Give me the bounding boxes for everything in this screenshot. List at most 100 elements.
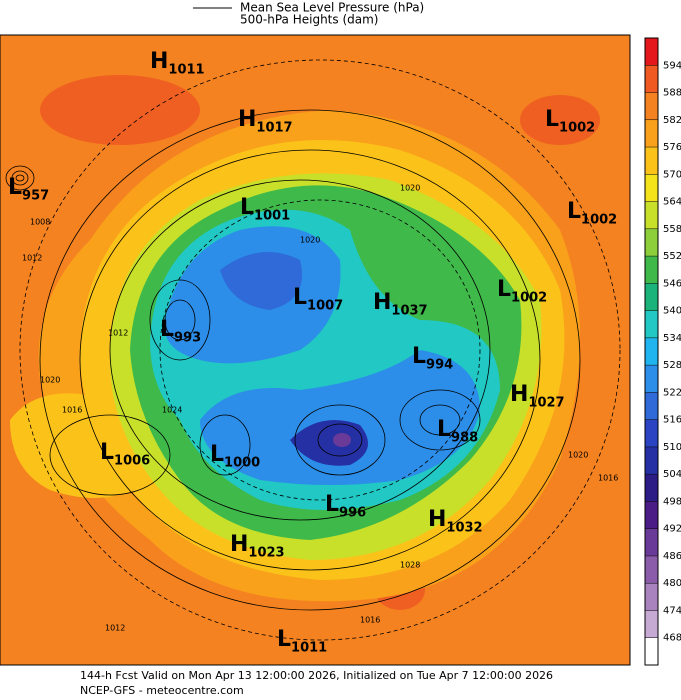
footer-source: NCEP-GFS - meteocentre.com <box>80 684 244 697</box>
colorbar-swatch <box>645 201 658 229</box>
pressure-center-letter: L <box>437 417 451 442</box>
pressure-center-value: 1032 <box>446 521 482 536</box>
colorbar-label: 558 <box>663 224 681 235</box>
colorbar-swatch <box>645 419 658 447</box>
colorbar-swatch <box>645 555 658 584</box>
pressure-center-letter: L <box>567 199 581 224</box>
colorbar-label: 546 <box>663 278 681 289</box>
colorbar-label: 540 <box>663 306 681 317</box>
isobar-label: 1012 <box>22 254 42 263</box>
isobar-label: 1012 <box>105 624 125 633</box>
pressure-center-value: 1006 <box>114 454 150 469</box>
colorbar-swatch <box>645 310 658 338</box>
pressure-center-value: 1002 <box>559 121 595 136</box>
isobar-label: 1020 <box>568 451 588 460</box>
colorbar-swatch <box>645 337 658 366</box>
pressure-center-letter: L <box>277 627 291 652</box>
pressure-center-letter: L <box>210 442 224 467</box>
colorbar-swatch <box>645 365 658 393</box>
pressure-center-value: 994 <box>426 358 453 373</box>
colorbar-label: 588 <box>663 88 681 99</box>
colorbar-swatch <box>645 147 658 175</box>
colorbar-swatch <box>645 92 658 120</box>
pressure-center-letter: L <box>412 344 426 369</box>
colorbar-label: 534 <box>663 333 681 344</box>
pressure-center-value: 1037 <box>391 304 427 319</box>
colorbar-swatch <box>645 501 658 529</box>
colorbar-swatch <box>645 228 658 257</box>
colorbar-label: 552 <box>663 251 681 262</box>
pressure-center-value: 1000 <box>224 456 260 471</box>
pressure-center-value: 1011 <box>168 63 204 78</box>
colorbar-label: 594 <box>663 60 681 71</box>
colorbar-label: 528 <box>663 360 681 371</box>
pressure-center-letter: H <box>510 382 528 407</box>
colorbar-label: 480 <box>663 578 681 589</box>
pressure-center-letter: H <box>428 507 446 532</box>
isobar-label: 1020 <box>300 236 320 245</box>
colorbar-label: 510 <box>663 442 681 453</box>
colorbar-swatch <box>645 474 658 502</box>
isobar-label: 1028 <box>400 561 420 570</box>
colorbar-label: 492 <box>663 524 681 535</box>
pressure-center-value: 993 <box>174 331 201 346</box>
pressure-center-value: 957 <box>22 189 49 204</box>
isobar-label: 1008 <box>30 218 50 227</box>
pressure-center-value: 988 <box>451 431 478 446</box>
pressure-center-value: 1027 <box>528 396 564 411</box>
colorbar-swatch <box>645 283 658 311</box>
pressure-center-letter: L <box>293 285 307 310</box>
isobar-label: 1024 <box>162 406 182 415</box>
colorbar-swatch <box>645 256 658 284</box>
colorbar-swatch <box>645 65 658 93</box>
map-frame <box>0 34 631 666</box>
colorbar-swatch <box>645 446 658 475</box>
colorbar-swatch <box>645 392 658 420</box>
isobar-label: 1012 <box>108 329 128 338</box>
colorbar-label: 522 <box>663 387 681 398</box>
pressure-center-value: 1007 <box>307 299 343 314</box>
colorbar: 594 588 582 576 570 564 558 552 546 540 534 528 522 5… <box>644 37 681 666</box>
legend-heights: 500-hPa Heights (dam) <box>240 13 378 27</box>
colorbar-label: 504 <box>663 469 681 480</box>
colorbar-label: 516 <box>663 415 681 426</box>
pressure-center-letter: L <box>325 492 339 517</box>
colorbar-label: 474 <box>663 605 681 616</box>
isobar-label: 1016 <box>598 474 618 483</box>
colorbar-swatch <box>645 119 658 148</box>
pressure-center-value: 996 <box>339 506 366 521</box>
colorbar-label: 582 <box>663 115 681 126</box>
colorbar-label: 468 <box>663 633 681 644</box>
pressure-center-letter: L <box>497 277 511 302</box>
isobar-label: 1016 <box>62 406 82 415</box>
isobar-label: 1020 <box>40 376 60 385</box>
colorbar-frame <box>644 37 659 666</box>
colorbar-swatch <box>645 610 658 638</box>
pressure-center-value: 1002 <box>511 291 547 306</box>
map <box>0 35 630 665</box>
pressure-center-value: 1011 <box>291 641 327 656</box>
pressure-center-letter: H <box>230 532 248 557</box>
pressure-center-value: 1017 <box>256 121 292 136</box>
pressure-center-letter: L <box>545 107 559 132</box>
colorbar-label: 570 <box>663 169 681 180</box>
pressure-center-letter: L <box>100 440 114 465</box>
pressure-center-letter: H <box>238 107 256 132</box>
colorbar-swatch <box>645 38 658 66</box>
pressure-center-value: 1002 <box>581 213 617 228</box>
colorbar-label: 576 <box>663 142 681 153</box>
colorbar-swatch <box>645 174 658 202</box>
pressure-center-letter: L <box>8 175 22 200</box>
pressure-center-value: 1023 <box>248 546 284 561</box>
colorbar-label: 486 <box>663 551 681 562</box>
pressure-center-letter: L <box>160 317 174 342</box>
isobar-label: 1020 <box>400 184 420 193</box>
isobar-label: 1016 <box>360 616 380 625</box>
pressure-center-value: 1001 <box>254 209 290 224</box>
colorbar-swatch <box>645 637 658 665</box>
colorbar-label: 498 <box>663 496 681 507</box>
pressure-center-letter: H <box>373 290 391 315</box>
pressure-center-letter: L <box>240 195 254 220</box>
legend-mslp: Mean Sea Level Pressure (hPa) <box>240 1 424 15</box>
